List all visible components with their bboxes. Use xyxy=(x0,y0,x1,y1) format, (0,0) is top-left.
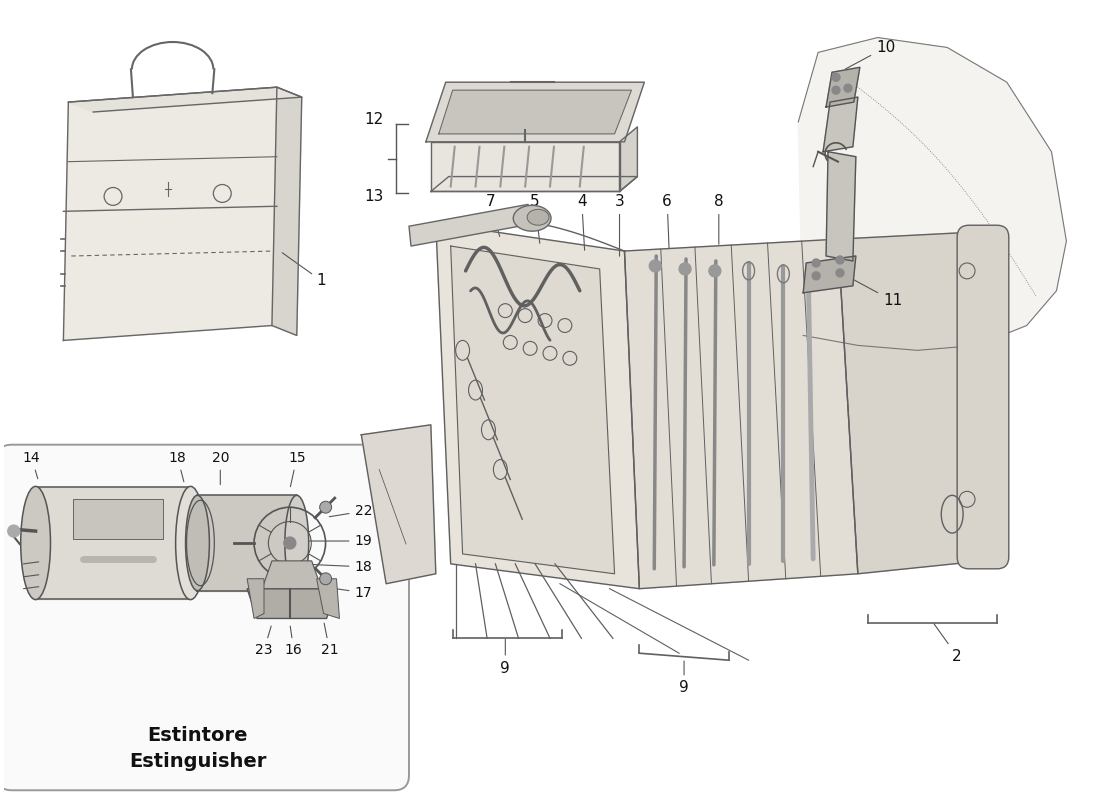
Polygon shape xyxy=(64,87,277,341)
Text: 18: 18 xyxy=(168,450,187,482)
Text: 8: 8 xyxy=(714,194,724,244)
Text: 19: 19 xyxy=(309,534,372,548)
Polygon shape xyxy=(262,561,321,589)
FancyBboxPatch shape xyxy=(0,445,409,790)
Polygon shape xyxy=(451,246,615,574)
Polygon shape xyxy=(799,38,1066,350)
Polygon shape xyxy=(198,495,297,590)
Text: 21: 21 xyxy=(321,623,339,658)
Polygon shape xyxy=(35,487,190,598)
Text: 17: 17 xyxy=(324,586,372,600)
Circle shape xyxy=(320,573,331,585)
Text: 9: 9 xyxy=(500,639,510,676)
Polygon shape xyxy=(823,97,858,152)
Text: 15: 15 xyxy=(288,450,306,486)
Ellipse shape xyxy=(176,486,206,600)
Polygon shape xyxy=(431,177,637,191)
Ellipse shape xyxy=(285,495,309,590)
Polygon shape xyxy=(361,425,436,584)
Text: 5: 5 xyxy=(530,194,540,243)
FancyBboxPatch shape xyxy=(957,226,1009,569)
Text: 14: 14 xyxy=(23,450,41,478)
Polygon shape xyxy=(426,82,645,142)
Polygon shape xyxy=(803,256,856,293)
Polygon shape xyxy=(619,127,637,191)
Text: 23: 23 xyxy=(255,626,273,658)
Polygon shape xyxy=(74,499,163,539)
Circle shape xyxy=(649,260,661,272)
Circle shape xyxy=(836,269,844,277)
Circle shape xyxy=(844,84,851,92)
Ellipse shape xyxy=(514,206,551,231)
Ellipse shape xyxy=(21,486,51,600)
Text: 16: 16 xyxy=(285,626,303,658)
Circle shape xyxy=(832,86,840,94)
Polygon shape xyxy=(826,152,856,261)
Text: 13: 13 xyxy=(364,189,384,204)
Polygon shape xyxy=(439,90,631,134)
Circle shape xyxy=(284,537,296,549)
Circle shape xyxy=(832,74,840,82)
Polygon shape xyxy=(317,578,340,618)
Text: 6: 6 xyxy=(662,194,672,248)
Polygon shape xyxy=(248,589,337,618)
Text: 9: 9 xyxy=(679,661,689,695)
Circle shape xyxy=(708,265,720,277)
Ellipse shape xyxy=(186,495,209,590)
Text: 1: 1 xyxy=(282,253,327,288)
Text: 18: 18 xyxy=(299,560,372,574)
Text: 11: 11 xyxy=(844,274,902,308)
Circle shape xyxy=(812,259,821,267)
Polygon shape xyxy=(68,87,301,112)
Polygon shape xyxy=(838,231,1002,574)
Text: 12: 12 xyxy=(364,113,384,127)
Text: 22: 22 xyxy=(329,504,372,518)
Circle shape xyxy=(836,256,844,264)
Text: Estintore: Estintore xyxy=(147,726,248,745)
Text: 3: 3 xyxy=(615,194,625,256)
Text: 4: 4 xyxy=(578,194,586,250)
Circle shape xyxy=(812,272,821,280)
Polygon shape xyxy=(272,87,301,335)
Polygon shape xyxy=(248,578,264,618)
Ellipse shape xyxy=(527,210,549,226)
Text: 2: 2 xyxy=(934,624,962,664)
Polygon shape xyxy=(431,142,619,191)
Polygon shape xyxy=(625,239,858,589)
Text: 10: 10 xyxy=(846,40,895,69)
Polygon shape xyxy=(409,204,530,246)
Circle shape xyxy=(8,525,20,537)
Circle shape xyxy=(679,263,691,275)
Text: Estinguisher: Estinguisher xyxy=(129,752,266,771)
Polygon shape xyxy=(436,223,639,589)
Text: 7: 7 xyxy=(485,194,499,237)
Circle shape xyxy=(320,502,331,513)
Polygon shape xyxy=(826,67,860,107)
Text: 20: 20 xyxy=(211,450,229,485)
